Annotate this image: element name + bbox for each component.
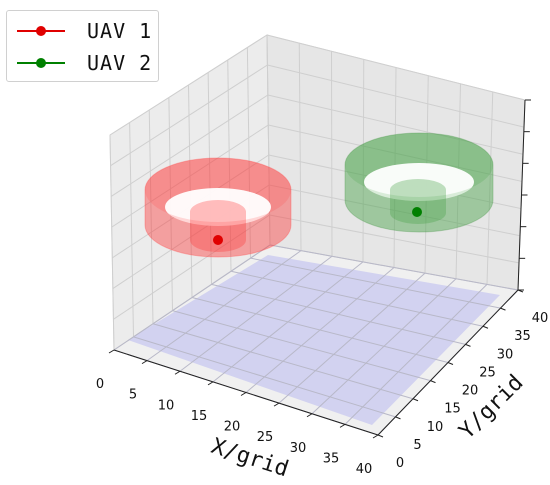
left-pane-grid-h-5 (110, 94, 269, 197)
back-pane-grid-v-1 (298, 43, 302, 251)
back-pane-grid-v-3 (362, 59, 365, 262)
x-tick-mark-6 (306, 413, 313, 418)
y-tick-label-1: 5 (413, 438, 421, 453)
left-pane-grid-v-7 (246, 47, 251, 259)
back-pane-grid-v-2 (331, 51, 333, 257)
back-pane-grid-h-6 (267, 64, 525, 128)
floor-grid-x-5 (278, 272, 426, 404)
back-pane-grid-h-7 (266, 34, 526, 101)
y-tick-label-5: 25 (479, 365, 496, 380)
legend-label-uav2: UAV 2 (87, 51, 153, 75)
back-pane-grid-h-1 (269, 214, 520, 264)
floor-grid-y-8 (269, 244, 519, 291)
y-tick-label-7: 35 (514, 329, 531, 344)
x-tick-label-7: 35 (323, 451, 340, 466)
uav2-point (412, 207, 422, 217)
uav1-point (213, 235, 223, 245)
y-tick-label-2: 10 (427, 420, 444, 435)
x-tick-label-2: 10 (158, 398, 175, 413)
x-tick-mark-3 (207, 381, 214, 386)
left-pane-grid-v-0 (109, 134, 115, 351)
x-tick-mark-5 (273, 402, 280, 407)
uav2-ring-inner-wall (390, 179, 446, 224)
x-tick-label-6: 30 (290, 441, 307, 456)
y-tick-label-6: 30 (497, 347, 514, 362)
x-axis-label: X/grid (208, 434, 291, 482)
x-tick-mark-7 (339, 423, 346, 428)
back-pane-grid-v-7 (486, 91, 494, 285)
back-pane-grid-h-5 (267, 94, 524, 155)
x-tick-label-5: 25 (257, 430, 274, 445)
legend: UAV 1 UAV 2 (6, 10, 159, 82)
legend-label-uav1: UAV 1 (87, 19, 153, 43)
uav1-ring-inner-wall (190, 200, 246, 252)
floor-grid-y-5 (211, 283, 466, 345)
x-tick-labels: 0 5 10 15 20 25 30 35 40 (96, 349, 379, 477)
y-tick-mark-6 (482, 325, 489, 329)
floor-grid-x-7 (344, 284, 488, 425)
y-tick-mark-1 (395, 416, 401, 420)
legend-marker-uav1 (36, 26, 46, 36)
uav2-ring-hole (364, 163, 474, 201)
y-tick-label-0: 0 (396, 456, 404, 471)
left-pane-grid-v-6 (227, 59, 232, 272)
y-tick-mark-4 (447, 362, 454, 365)
uav1-ring-hole (165, 188, 271, 226)
back-pane-grid-h-2 (269, 184, 521, 237)
floor-grid-y-7 (250, 257, 501, 309)
legend-entry-uav2: UAV 2 (7, 48, 157, 78)
ground-plane (128, 255, 500, 425)
left-pane-grid-v-2 (148, 109, 154, 324)
left-pane-grid-h-7 (109, 34, 268, 136)
uav2-ring-front-wall (345, 165, 493, 232)
legend-entry-uav1: UAV 1 (7, 16, 157, 46)
x-tick-mark-2 (174, 370, 181, 375)
uav1-coverage-ring (144, 157, 292, 258)
x-tick-mark-8 (372, 434, 379, 439)
x-tick-label-4: 20 (224, 420, 241, 435)
z-ticks (518, 99, 531, 291)
x-tick-label-1: 5 (129, 388, 137, 403)
y-tick-mark-0 (377, 434, 384, 438)
y-axis-label: Y/grid (455, 370, 529, 444)
left-pane-grid-v-5 (207, 72, 212, 285)
x-tick-mark-1 (141, 360, 148, 365)
x-tick-mark-0 (108, 349, 115, 354)
back-pane-grid-h-4 (268, 124, 523, 182)
floor-grid-y-6 (230, 270, 484, 327)
legend-marker-uav2 (36, 58, 46, 68)
y-tick-mark-3 (430, 380, 436, 384)
left-pane-grid-h-4 (111, 124, 269, 228)
floor-grid-x-6 (311, 278, 457, 415)
floor-grid-y-4 (191, 297, 449, 363)
y-tick-label-3: 15 (444, 402, 461, 417)
uav1-ring-front-wall (145, 190, 291, 257)
x-tick-label-0: 0 (96, 377, 104, 392)
y-tick-mark-2 (412, 398, 419, 402)
left-pane-grid-h-6 (110, 64, 268, 167)
y-tick-mark-7 (500, 307, 506, 311)
y-tick-label-8: 40 (532, 311, 549, 326)
y-tick-label-4: 20 (462, 384, 479, 399)
left-pane-grid-h-1 (113, 214, 270, 320)
y-tick-mark-5 (465, 343, 471, 347)
gridlines (109, 34, 526, 351)
x-tick-label-3: 15 (191, 409, 208, 424)
uav2-coverage-ring (344, 132, 494, 233)
left-pane-grid-v-1 (129, 122, 134, 337)
x-tick-mark-4 (240, 392, 247, 396)
x-tick-label-8: 40 (356, 462, 373, 477)
